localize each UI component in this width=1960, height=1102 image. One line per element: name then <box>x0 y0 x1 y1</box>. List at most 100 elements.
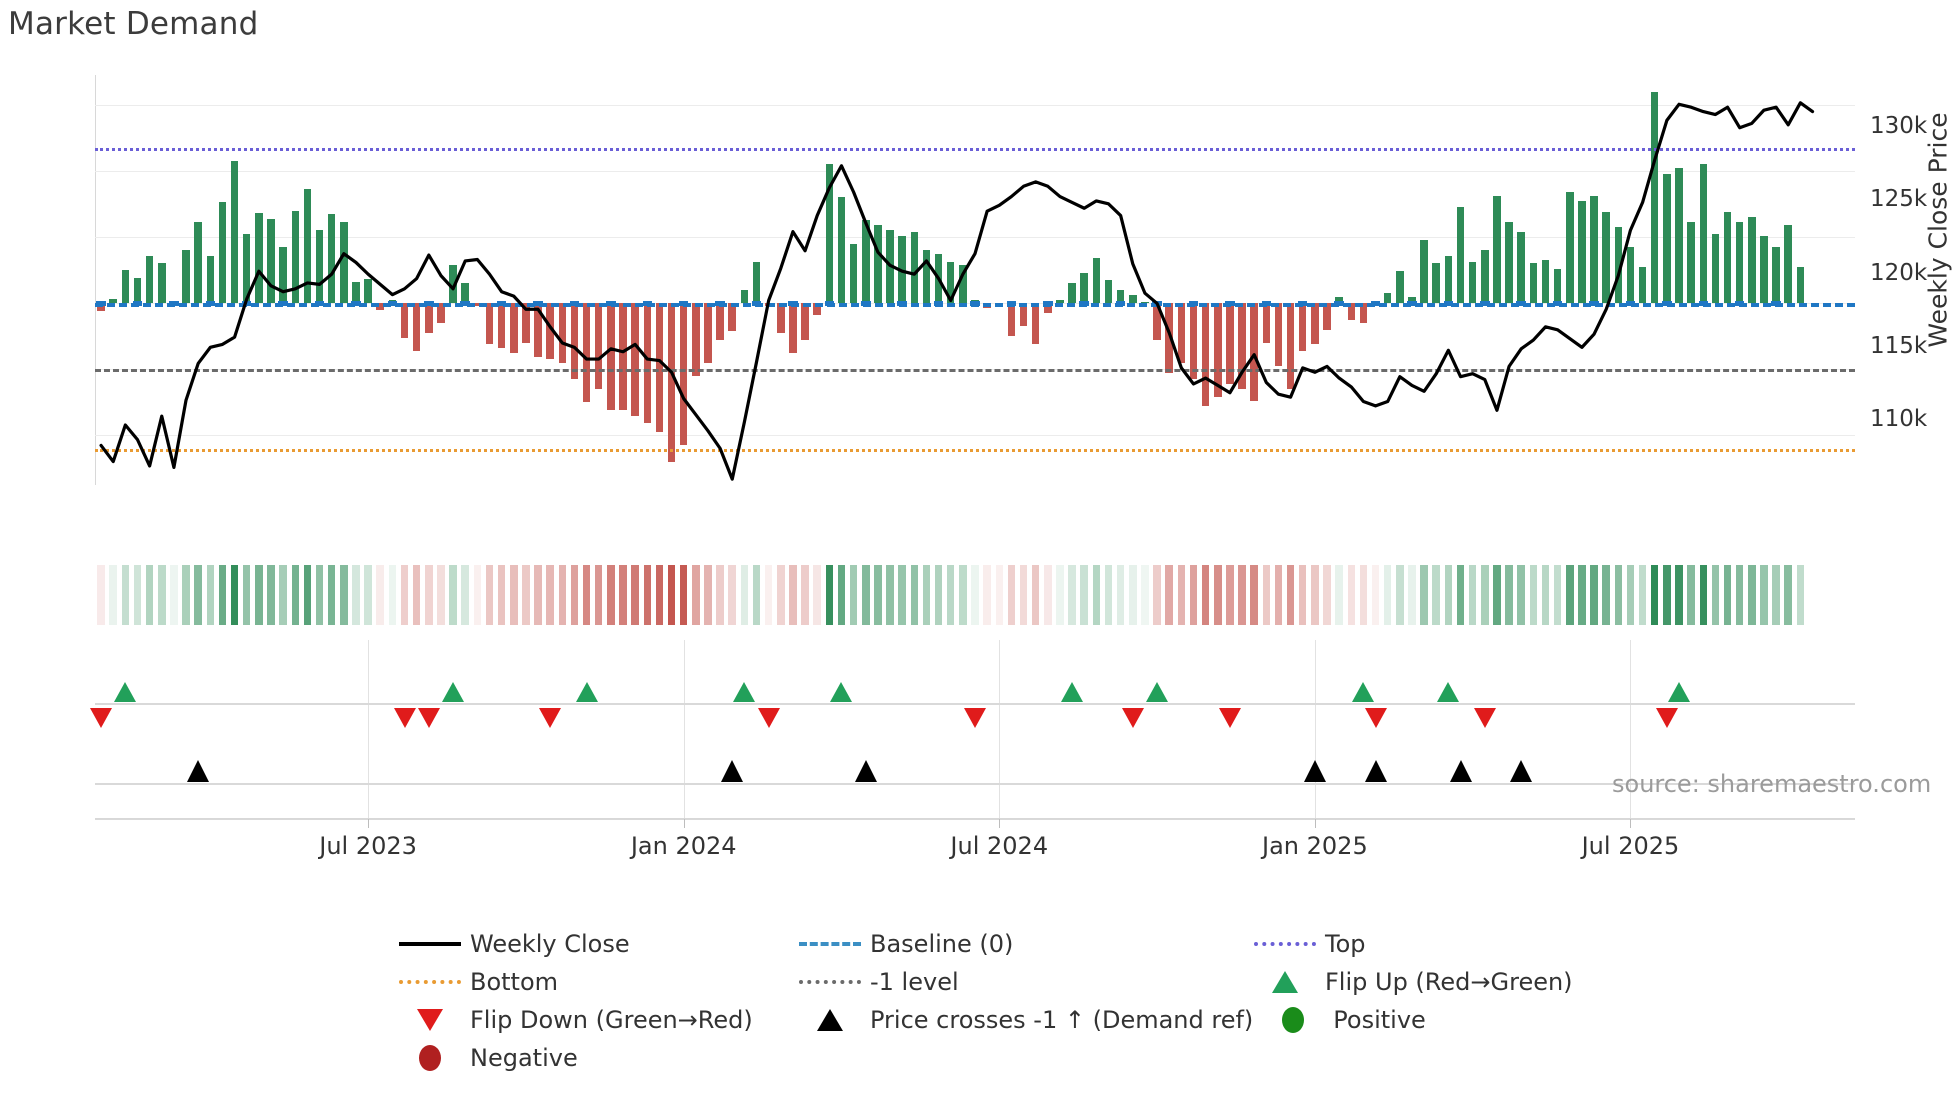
legend-label: Flip Down (Green→Red) <box>470 1006 753 1034</box>
flip-up-marker <box>1352 682 1375 702</box>
heat-cell <box>1141 565 1149 625</box>
x-tick-label: Jan 2024 <box>630 832 737 860</box>
bottom-row-line <box>95 818 1855 820</box>
dotted-line-icon <box>799 980 861 984</box>
heat-cell <box>1311 565 1319 625</box>
heat-cell <box>400 565 409 625</box>
bar <box>1444 255 1453 304</box>
heat-cell <box>849 565 858 625</box>
dotted-line-icon <box>1254 942 1316 946</box>
legend-item[interactable]: -1 level <box>790 963 1245 1001</box>
heat-cell <box>1274 565 1283 625</box>
legend-label: Flip Up (Red→Green) <box>1325 968 1573 996</box>
legend-item[interactable]: Price crosses -1 ↑ (Demand ref) <box>790 1001 1253 1039</box>
heat-cell <box>667 565 676 625</box>
heat-cell <box>1335 565 1343 625</box>
bar <box>1602 211 1610 304</box>
bar <box>874 225 882 304</box>
heat-cell <box>1347 565 1356 625</box>
bar <box>1335 296 1343 304</box>
heat-cell <box>1408 565 1416 625</box>
flip-up-marker <box>1146 682 1169 702</box>
price-cross-marker <box>1449 760 1472 782</box>
heat-cell <box>267 565 275 625</box>
y-tick-right: 120k <box>1870 259 1928 286</box>
bar <box>1663 174 1671 304</box>
legend-item[interactable]: Weekly Close <box>390 925 790 963</box>
heat-cell <box>704 565 712 625</box>
flip-down-marker <box>1473 708 1496 728</box>
bar <box>1481 250 1489 304</box>
heat-cell <box>801 565 809 625</box>
bar <box>1298 303 1307 351</box>
heat-cell <box>582 565 591 625</box>
reference-line-bottom <box>95 448 1855 452</box>
bar <box>910 231 919 304</box>
bar <box>109 298 117 304</box>
bar <box>1723 211 1732 304</box>
heat-cell <box>1031 565 1040 625</box>
heat-cell <box>728 565 736 625</box>
legend-item[interactable]: Bottom <box>390 963 790 1001</box>
heat-cell <box>934 565 943 625</box>
bar <box>206 255 215 304</box>
bar <box>157 263 166 304</box>
bar <box>1080 273 1088 304</box>
heat-cell <box>364 565 372 625</box>
legend-item[interactable]: Top <box>1245 925 1645 963</box>
bar <box>1638 266 1647 304</box>
heat-cell <box>1772 565 1780 625</box>
bar <box>303 188 312 304</box>
bar <box>728 303 736 331</box>
heat-cell <box>1238 565 1246 625</box>
legend-item[interactable]: Positive <box>1253 1001 1653 1039</box>
legend-item[interactable]: Negative <box>390 1039 790 1077</box>
bar <box>619 303 627 411</box>
x-tick <box>1630 819 1632 828</box>
heat-cell <box>679 565 688 625</box>
heat-cell <box>1565 565 1574 625</box>
heat-cell <box>145 565 154 625</box>
legend-item[interactable]: Flip Down (Green→Red) <box>390 1001 790 1039</box>
flip-down-marker <box>417 708 440 728</box>
legend-item[interactable]: Baseline (0) <box>790 925 1245 963</box>
heat-cell <box>1784 565 1792 625</box>
heat-cell <box>1383 565 1392 625</box>
legend-label: -1 level <box>870 968 959 996</box>
heat-cell <box>485 565 494 625</box>
heat-cell <box>983 565 991 625</box>
flip-up-marker <box>1061 682 1084 702</box>
bar <box>315 230 324 304</box>
heat-cell <box>1068 565 1076 625</box>
heat-cell <box>837 565 846 625</box>
legend-glyph <box>390 980 470 984</box>
bar <box>1007 303 1016 337</box>
bar <box>692 303 700 376</box>
bar <box>1614 227 1623 304</box>
heat-cell <box>121 565 130 625</box>
heat-cell <box>242 565 251 625</box>
bar <box>255 212 263 304</box>
bar <box>412 303 421 351</box>
y-tick-right: 125k <box>1870 186 1928 213</box>
price-cross-marker <box>1510 760 1533 782</box>
bar <box>497 303 506 349</box>
bar <box>1626 246 1635 304</box>
flip-down-marker <box>1364 708 1387 728</box>
heat-cell <box>218 565 227 625</box>
bar <box>1517 231 1525 304</box>
heat-cell <box>1468 565 1477 625</box>
legend-item[interactable]: Flip Up (Red→Green) <box>1245 963 1645 1001</box>
heat-cell <box>607 565 615 625</box>
heat-cell <box>327 565 336 625</box>
x-tick <box>999 819 1001 828</box>
bar <box>849 243 858 304</box>
bar <box>1772 246 1780 304</box>
heat-cell <box>1056 565 1064 625</box>
legend-label: Positive <box>1333 1006 1426 1034</box>
bar <box>1565 192 1574 304</box>
heat-cell <box>194 565 202 625</box>
legend-label: Top <box>1325 930 1366 958</box>
x-tick <box>1314 819 1316 828</box>
bar <box>1044 303 1052 314</box>
